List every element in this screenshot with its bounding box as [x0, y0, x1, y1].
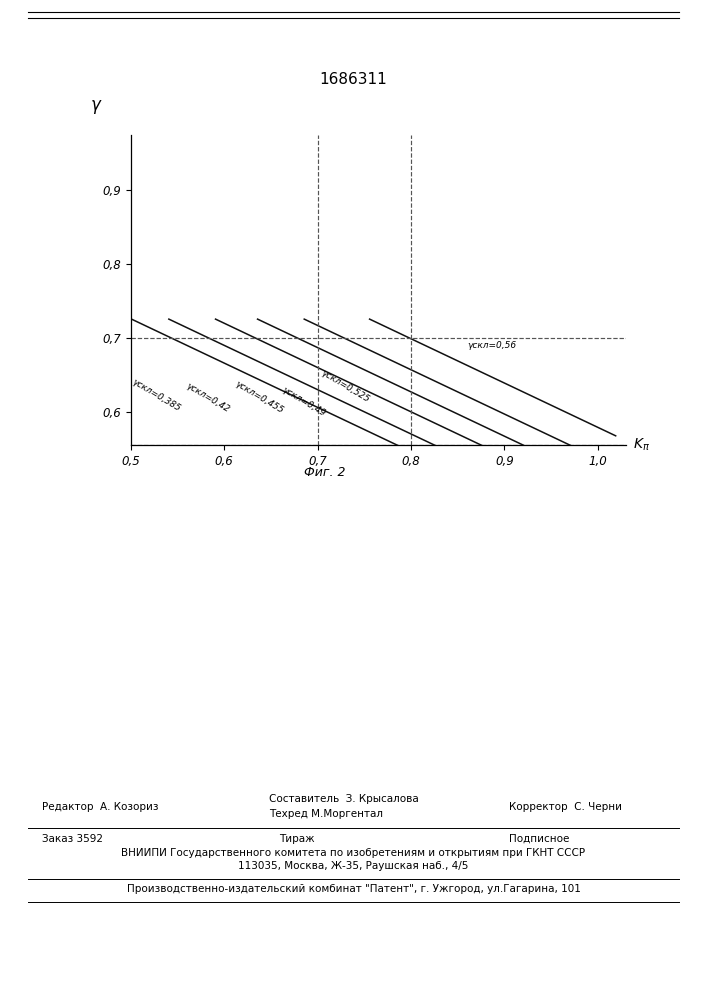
Text: γскл=0,42: γскл=0,42 — [184, 381, 230, 414]
Text: Фиг. 2: Фиг. 2 — [305, 466, 346, 479]
Text: γскл=0,385: γскл=0,385 — [131, 378, 182, 414]
Text: Корректор  С. Черни: Корректор С. Черни — [509, 802, 622, 812]
Text: γскл=0,525: γскл=0,525 — [320, 369, 371, 405]
Text: ВНИИПИ Государственного комитета по изобретениям и открытиям при ГКНТ СССР: ВНИИПИ Государственного комитета по изоб… — [122, 848, 585, 858]
Y-axis label: $\gamma$: $\gamma$ — [90, 98, 103, 116]
Text: Тираж: Тираж — [279, 834, 315, 844]
Text: Составитель  З. Крысалова: Составитель З. Крысалова — [269, 794, 419, 804]
Text: γскл=0,455: γскл=0,455 — [233, 379, 285, 415]
Text: 113035, Москва, Ж-35, Раушская наб., 4/5: 113035, Москва, Ж-35, Раушская наб., 4/5 — [238, 861, 469, 871]
Text: γскл=0,49: γскл=0,49 — [280, 386, 327, 419]
Text: Подписное: Подписное — [509, 834, 569, 844]
Text: 1686311: 1686311 — [320, 73, 387, 88]
Text: Производственно-издательский комбинат "Патент", г. Ужгород, ул.Гагарина, 101: Производственно-издательский комбинат "П… — [127, 884, 580, 894]
Text: Заказ 3592: Заказ 3592 — [42, 834, 103, 844]
Text: Редактор  А. Козориз: Редактор А. Козориз — [42, 802, 159, 812]
Text: Техред М.Моргентал: Техред М.Моргентал — [269, 809, 382, 819]
Text: $K_{\pi}$: $K_{\pi}$ — [633, 437, 650, 453]
Text: γскл=0,56: γскл=0,56 — [467, 341, 516, 350]
